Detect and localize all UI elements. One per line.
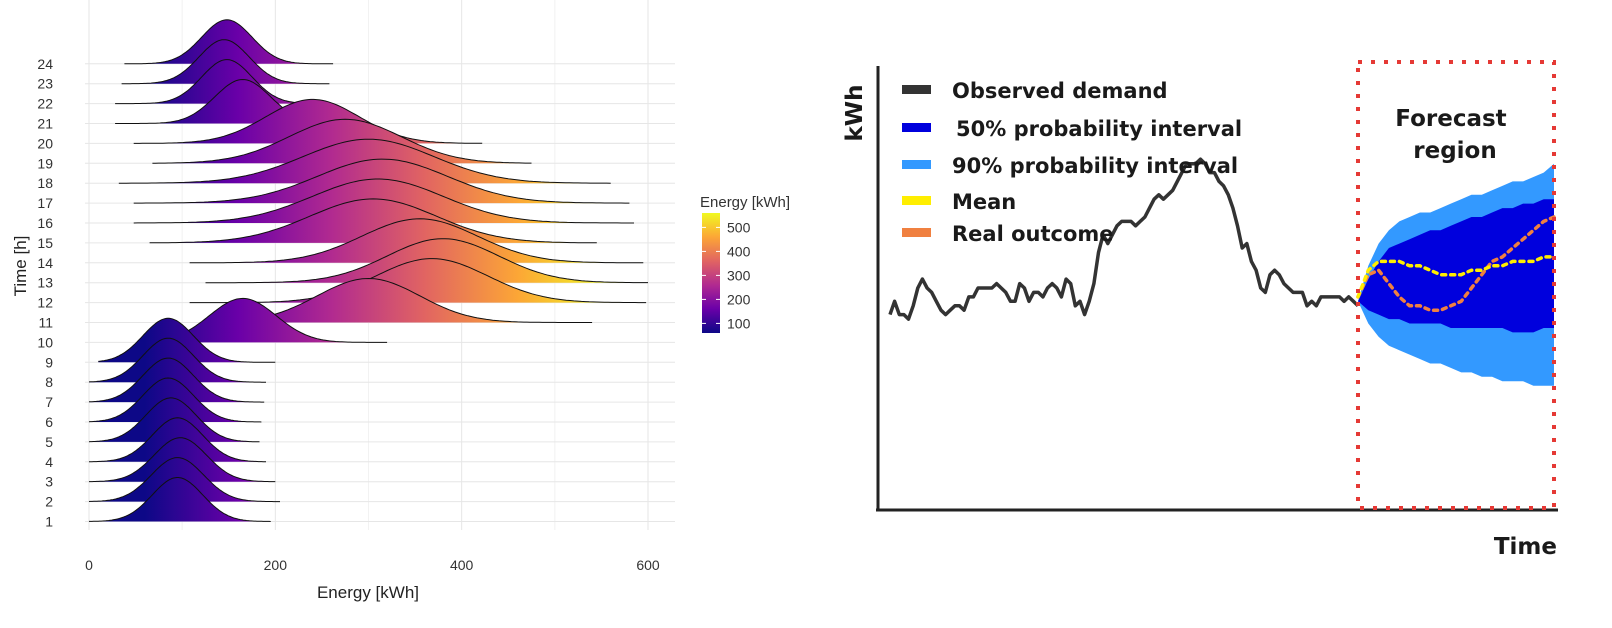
y-tick-label: 4	[45, 454, 53, 470]
ridge-line-hour-23	[121, 39, 330, 85]
y-tick-label: 23	[37, 76, 53, 92]
y-tick-label: 3	[45, 474, 53, 490]
y-axis-title: Time [h]	[11, 236, 30, 297]
band-50-percent	[1358, 199, 1554, 333]
y-tick-label: 1	[45, 514, 53, 530]
ridge-fill-hour-20	[133, 99, 483, 144]
forecast-chart: kWh Time Forecast region Observed demand…	[842, 60, 1558, 560]
ridge-fill-hour-1	[89, 477, 271, 522]
legend-swatch	[902, 196, 931, 205]
y-tick-label: 18	[37, 175, 53, 191]
colorbar-tick-label: 200	[727, 291, 751, 307]
y-tick-label: 22	[37, 96, 53, 112]
y-tick-label: 17	[37, 195, 53, 211]
ridge-line-hour-11	[219, 277, 593, 323]
ridge-fill-hour-9	[98, 318, 276, 363]
forecast-region-label: Forecast region	[1395, 106, 1514, 164]
forecast-region-box	[1356, 60, 1556, 510]
legend-swatch	[902, 85, 931, 94]
ridge-line-hour-19	[152, 118, 532, 164]
y-tick-label: 7	[45, 394, 53, 410]
y-tick-label: 6	[45, 414, 53, 430]
colorbar-tick-label: 400	[727, 243, 751, 259]
legend-swatch	[902, 123, 931, 132]
y-axis-title: kWh	[842, 84, 868, 141]
ridge-line-hour-20	[133, 98, 483, 144]
x-axis-title: Energy [kWh]	[317, 583, 419, 602]
ridge-fill-hour-8	[89, 338, 266, 383]
ridge-line-hour-8	[88, 337, 266, 383]
y-tick-label: 21	[37, 116, 53, 132]
ridge-fill-hour-21	[115, 79, 371, 124]
y-tick-label: 16	[37, 215, 53, 231]
y-tick-label: 24	[37, 56, 53, 72]
colorbar-tick-label: 100	[727, 315, 751, 331]
y-tick-label: 5	[45, 434, 53, 450]
ridge-line-hour-15	[149, 198, 597, 244]
y-tick-label: 9	[45, 354, 53, 370]
ridge-fill-hour-11	[219, 278, 593, 323]
colorbar	[702, 213, 720, 333]
x-tick-label: 0	[85, 557, 93, 573]
colorbar-tick-label: 500	[727, 219, 751, 235]
y-tick-label: 8	[45, 374, 53, 390]
y-tick-label: 20	[37, 135, 53, 151]
x-tick-label: 600	[636, 557, 660, 573]
legend-title: Energy [kWh]	[700, 194, 790, 211]
ridge-fill-hour-15	[149, 198, 597, 243]
y-tick-label: 10	[37, 334, 53, 350]
legend-label: Mean	[952, 190, 1016, 214]
ridge-line-hour-9	[98, 317, 276, 363]
ridge-line-hour-4	[89, 417, 266, 463]
ridge-line-hour-16	[133, 178, 634, 224]
legend-swatch	[902, 160, 931, 169]
ridge-line-hour-18	[118, 138, 611, 184]
y-tick-label: 13	[37, 275, 53, 291]
ridge-line-hour-24	[124, 19, 334, 65]
y-tick-label: 15	[37, 235, 53, 251]
ridge-fill-hour-22	[115, 59, 334, 104]
ridge-line-hour-6	[88, 377, 262, 423]
y-tick-label: 14	[37, 255, 53, 271]
mean-line	[1356, 255, 1556, 299]
ridge-line-hour-12	[189, 258, 647, 304]
ridge-line-hour-2	[88, 457, 280, 503]
legend-swatch	[902, 228, 931, 237]
ridge-fill-hour-12	[189, 258, 647, 303]
ridge-line-hour-1	[89, 477, 271, 522]
y-tick-label: 12	[37, 295, 53, 311]
x-tick-label: 400	[450, 557, 474, 573]
legend-label: 90% probability interval	[952, 154, 1238, 178]
ridgeline-chart: 123456789101112131415161718192021222324 …	[11, 0, 790, 602]
legend-label: Real outcome	[952, 222, 1114, 246]
ridge-line-hour-14	[189, 218, 644, 264]
ridge-fill-hour-10	[140, 298, 388, 343]
x-tick-label: 200	[264, 557, 288, 573]
observed-demand-line	[888, 157, 1360, 321]
colorbar-tick-label: 300	[727, 267, 751, 283]
y-tick-label: 2	[45, 494, 53, 510]
real-outcome-line	[1356, 215, 1556, 312]
ridge-line-hour-5	[88, 397, 260, 443]
y-tick-label: 19	[37, 155, 53, 171]
legend-label: Observed demand	[952, 79, 1168, 103]
x-axis-title: Time	[1494, 534, 1557, 560]
ridge-line-hour-17	[133, 158, 630, 204]
ridge-line-hour-13	[205, 238, 648, 284]
ridge-fill-hour-14	[189, 218, 644, 263]
ridge-line-hour-7	[88, 357, 265, 403]
y-tick-label: 11	[38, 315, 53, 331]
legend-label: 50% probability interval	[956, 117, 1242, 141]
ridge-line-hour-3	[89, 437, 276, 483]
